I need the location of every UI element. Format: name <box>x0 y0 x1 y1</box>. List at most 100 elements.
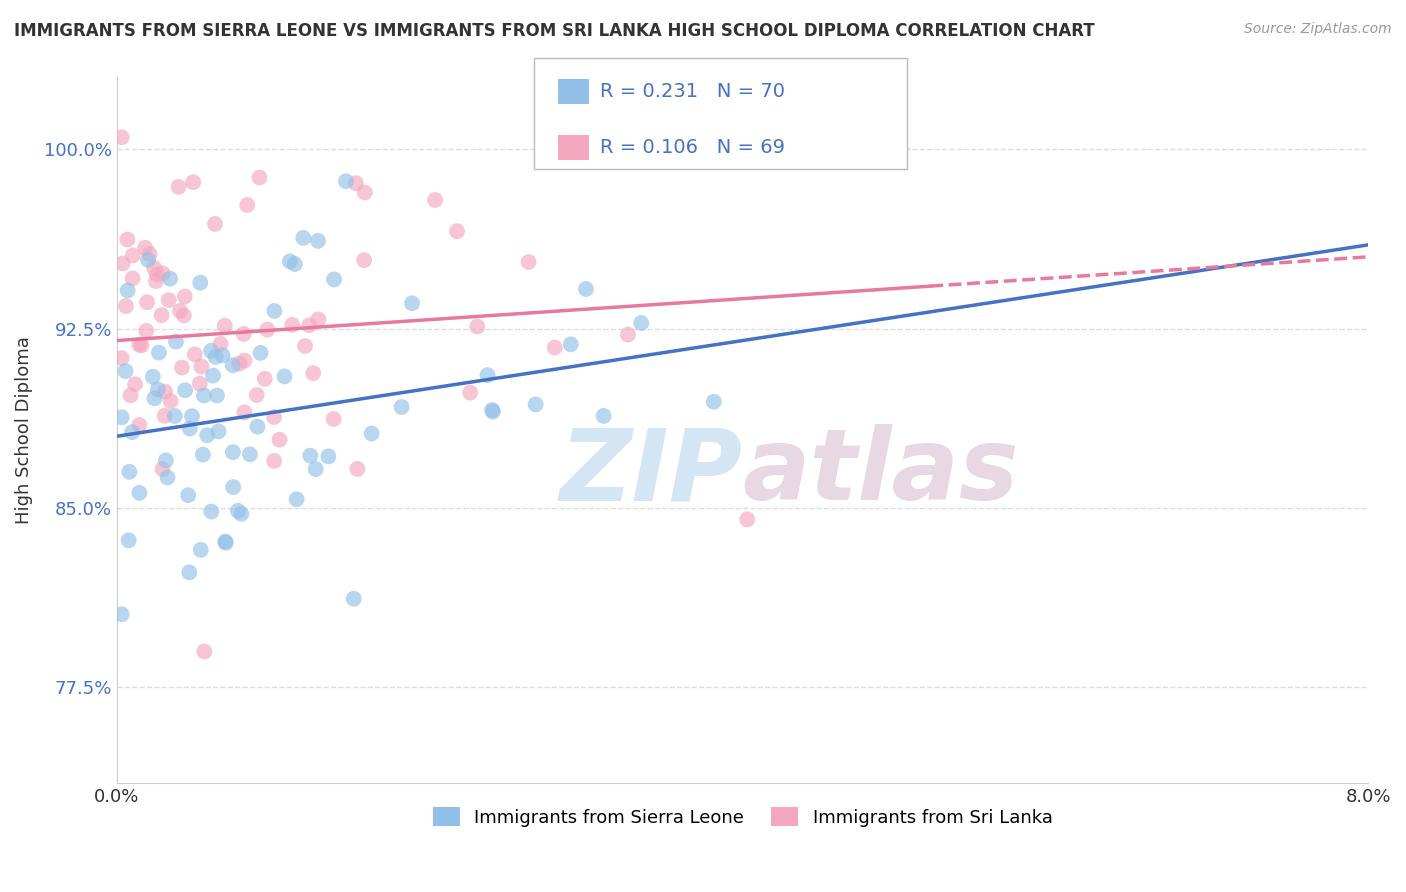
Point <box>128 486 150 500</box>
Point <box>153 384 176 399</box>
Point <box>294 339 316 353</box>
Point <box>204 350 226 364</box>
Point <box>233 353 256 368</box>
Legend: Immigrants from Sierra Leone, Immigrants from Sri Lanka: Immigrants from Sierra Leone, Immigrants… <box>426 800 1060 834</box>
Point <box>121 425 143 439</box>
Point <box>146 383 169 397</box>
Point <box>249 346 271 360</box>
Point <box>169 304 191 318</box>
Point <box>269 433 291 447</box>
Point <box>177 488 200 502</box>
Point <box>215 536 238 550</box>
Point <box>111 410 134 425</box>
Point <box>465 319 488 334</box>
Point <box>159 271 181 285</box>
Point <box>232 326 254 341</box>
Point <box>353 186 375 200</box>
Point <box>307 234 329 248</box>
Y-axis label: High School Diploma: High School Diploma <box>15 336 32 524</box>
Point <box>148 345 170 359</box>
Point <box>401 296 423 310</box>
Point <box>163 409 186 423</box>
Point <box>281 318 304 332</box>
Point <box>152 462 174 476</box>
Point <box>188 276 211 290</box>
Point <box>143 261 166 276</box>
Point <box>157 293 180 307</box>
Point <box>346 462 368 476</box>
Point <box>482 404 505 418</box>
Point <box>200 343 222 358</box>
Point <box>222 480 245 494</box>
Point <box>120 388 142 402</box>
Point <box>273 369 295 384</box>
Point <box>117 233 139 247</box>
Point <box>200 504 222 518</box>
Point <box>204 217 226 231</box>
Point <box>138 247 160 261</box>
Point <box>285 492 308 507</box>
Point <box>118 533 141 548</box>
Point <box>146 268 169 282</box>
Point <box>263 304 285 318</box>
Point <box>299 449 322 463</box>
Point <box>143 392 166 406</box>
Point <box>156 470 179 484</box>
Point <box>179 421 201 435</box>
Point <box>121 271 143 285</box>
Point <box>142 369 165 384</box>
Point <box>343 591 366 606</box>
Text: atlas: atlas <box>742 424 1019 521</box>
Point <box>305 462 328 476</box>
Point <box>323 272 346 286</box>
Point <box>236 198 259 212</box>
Point <box>222 445 245 459</box>
Point <box>191 448 214 462</box>
Point <box>118 465 141 479</box>
Point <box>233 405 256 419</box>
Point <box>193 644 215 658</box>
Point <box>135 324 157 338</box>
Point <box>575 282 598 296</box>
Point <box>173 309 195 323</box>
Point <box>292 231 315 245</box>
Point <box>181 175 204 189</box>
Point <box>231 507 253 521</box>
Point <box>318 450 340 464</box>
Point <box>159 394 181 409</box>
Point <box>481 403 503 417</box>
Point <box>256 322 278 336</box>
Point <box>517 255 540 269</box>
Point <box>214 534 236 549</box>
Point <box>195 428 218 442</box>
Point <box>228 357 250 371</box>
Point <box>111 256 134 270</box>
Point <box>150 308 173 322</box>
Point <box>560 337 582 351</box>
Point <box>152 266 174 280</box>
Point <box>630 316 652 330</box>
Point <box>544 341 567 355</box>
Point <box>165 334 187 349</box>
Point <box>617 327 640 342</box>
Point <box>249 170 271 185</box>
Point <box>188 376 211 391</box>
Point <box>524 397 547 411</box>
Point <box>115 299 138 313</box>
Point <box>117 284 139 298</box>
Point <box>145 274 167 288</box>
Point <box>263 454 285 468</box>
Point <box>193 388 215 402</box>
Point <box>211 348 233 362</box>
Point <box>246 419 269 434</box>
Point <box>222 358 245 372</box>
Point <box>173 289 195 303</box>
Point <box>308 312 330 326</box>
Point <box>703 394 725 409</box>
Point <box>302 366 325 380</box>
Point <box>322 412 344 426</box>
Point <box>181 409 204 424</box>
Point <box>209 337 232 351</box>
Point <box>344 176 367 190</box>
Point <box>353 253 375 268</box>
